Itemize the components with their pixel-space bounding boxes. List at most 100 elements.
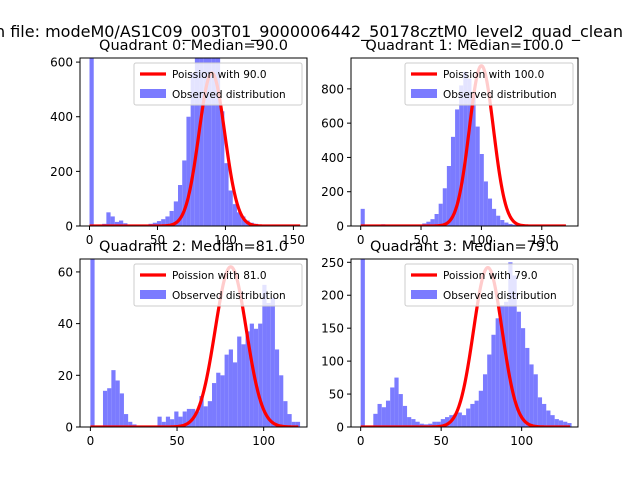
histogram-bar [90,259,95,427]
histogram-bar [446,166,451,226]
histogram-bar [115,380,120,427]
histogram-bar [478,390,483,427]
y-tick-label: 200 [321,185,344,199]
histogram-bar [89,58,94,226]
histogram-bar [102,390,108,427]
x-tick-label: 50 [413,233,428,247]
panel-quadrant-1: 0 50 100 150 0 200 400 600 800 Quadrant 1: Median… [321,38,579,247]
histogram-bar [245,331,250,427]
histogram-bar [398,394,403,427]
legend: Poission with 90.0 Observed distribution [133,62,303,106]
histogram-bar [542,403,547,427]
histogram-bar [504,222,509,226]
histogram-bar [360,259,365,427]
histogram-bar [174,411,179,427]
legend-bar-label: Observed distribution [443,290,557,302]
panel-quadrant-0: 0 50 100 150 0 200 400 600 Quadrant 0: Median=90… [50,38,308,247]
histogram-bar [291,421,296,427]
histogram-bar [453,413,458,427]
axes-frame [79,258,308,428]
histogram-bar [119,220,124,226]
histogram-bar [516,311,521,427]
y-tick-label: 400 [50,110,73,124]
histogram-bar [224,354,229,427]
histogram-bar [360,208,365,226]
histogram-bar [508,223,513,226]
histogram-bar [111,370,116,427]
y-tick-label: 600 [50,56,73,70]
histogram-bar [199,395,204,427]
x-tick-label: 50 [434,434,449,448]
histogram-bar [466,408,471,427]
x-tick-label: 0 [357,434,365,448]
histogram-bar [533,374,538,427]
histogram-bar [237,336,242,427]
y-tick-label: 20 [58,369,73,383]
histogram-bar [169,210,174,226]
y-tick-label: 0 [65,220,73,234]
histogram-bar [495,318,500,427]
histogram-bar [381,407,386,427]
histogram-bar [402,405,408,427]
histogram-bars [90,259,301,427]
histogram-bar [430,219,435,226]
y-tick-label: 200 [50,165,73,179]
legend-bar-label: Observed distribution [172,290,286,302]
histogram-bar [525,347,530,427]
x-tick-label: 0 [87,434,95,448]
histogram-bar [461,415,467,427]
histogram-bar [220,375,225,427]
histogram-bar [432,421,437,427]
axes-frame [79,57,308,227]
histogram-bar [442,188,447,226]
x-tick-label: 0 [86,233,94,247]
histogram-bar [228,190,233,226]
histogram-bar [467,78,472,226]
histogram-bar [119,393,124,427]
histogram-bar [224,163,229,226]
legend-box [133,263,303,307]
histogram-bar [203,58,208,226]
y-tick-label: 150 [321,322,344,336]
histogram-bar [152,222,157,226]
y-tick-label: 250 [321,256,344,270]
y-tick-label: 40 [58,317,73,331]
histogram-bar [508,262,513,427]
legend-box [133,62,303,106]
legend-line-label: Poission with 81.0 [172,270,267,282]
histogram-bar [207,401,213,427]
histogram-bar [471,95,476,226]
histogram-bar [385,400,391,427]
histogram-bar [459,85,464,226]
poisson-curve [89,265,300,427]
histogram-bar [474,400,479,427]
x-tick-label: 50 [150,233,165,247]
legend-line-label: Poission with 79.0 [443,270,538,282]
x-tick-label: 100 [510,434,533,448]
histogram-bar [529,364,534,427]
histogram-bar [512,275,517,427]
histogram-bar [123,414,129,427]
histogram-bar [455,109,460,226]
histogram-bar [487,198,493,226]
histogram-bar [190,73,195,226]
histogram-bar [220,111,225,226]
histogram-bar [492,208,497,226]
histogram-bar [440,419,446,427]
histogram-bar [232,362,238,427]
histogram-bar [295,421,301,427]
histogram-bar [258,323,263,427]
histogram-bar [195,411,200,427]
histogram-bar [212,383,217,427]
histogram-bar [287,414,292,427]
histogram-bar [419,423,424,427]
axes-title: Quadrant 0: Median=90.0 [99,38,288,54]
histogram-bar [407,417,412,427]
histogram-bar [178,416,183,427]
histogram-bar [491,334,496,427]
y-tick-label: 0 [65,421,73,435]
histogram-bar [279,375,284,427]
histogram-bar [373,413,378,427]
histogram-bar [479,154,484,226]
